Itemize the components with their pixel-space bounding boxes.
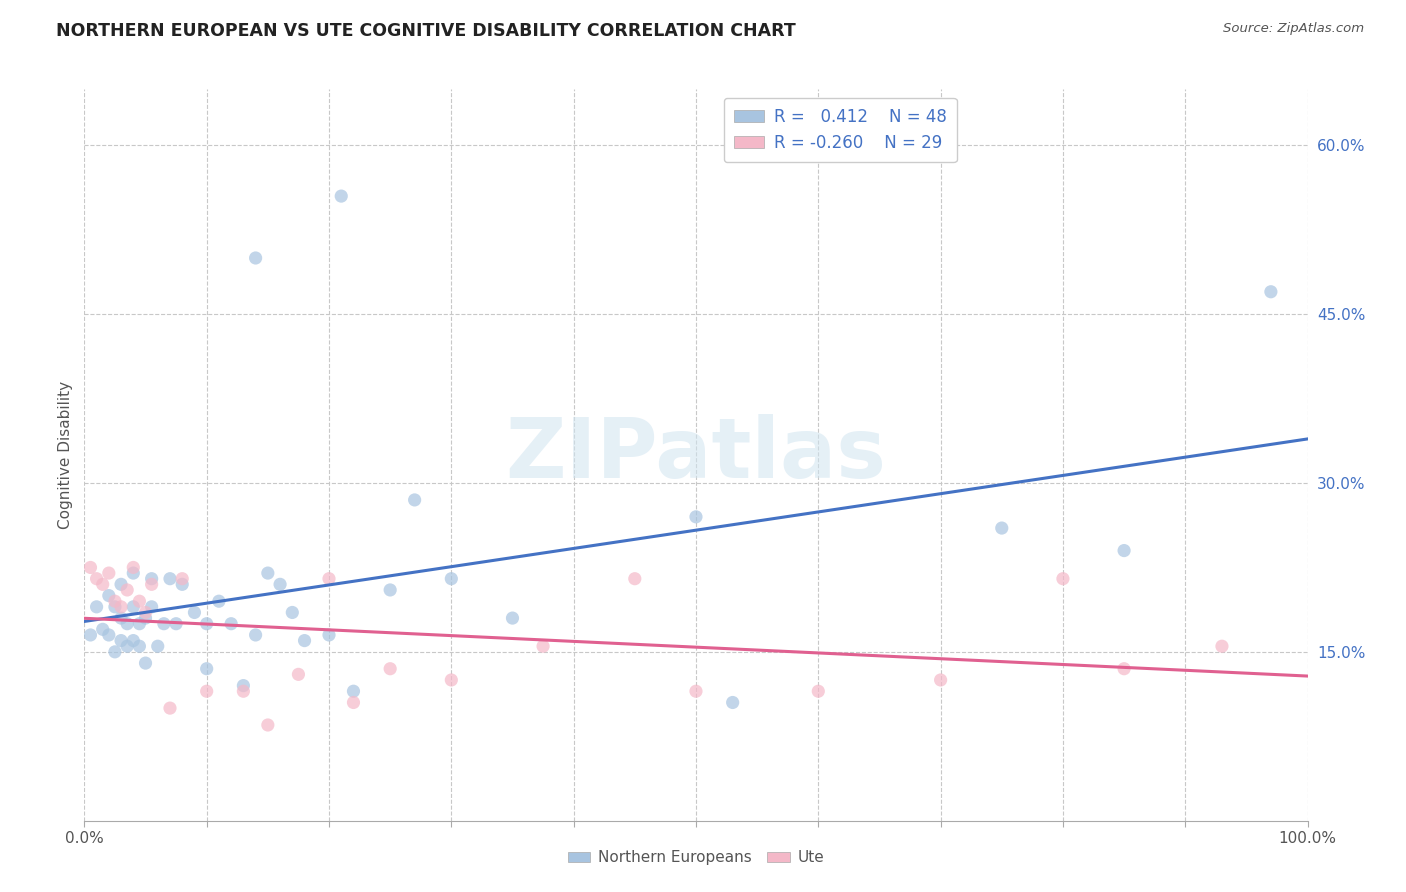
Point <box>404 492 426 507</box>
Point <box>1052 572 1074 586</box>
Point <box>287 667 309 681</box>
Point <box>165 616 187 631</box>
Point <box>342 684 364 698</box>
Point <box>624 572 647 586</box>
Point <box>135 656 157 670</box>
Point <box>97 628 120 642</box>
Point <box>1260 285 1282 299</box>
Point <box>929 673 952 687</box>
Text: ZIPatlas: ZIPatlas <box>506 415 886 495</box>
Point <box>104 645 127 659</box>
Point <box>531 639 554 653</box>
Point <box>122 566 145 580</box>
Point <box>128 594 150 608</box>
Point <box>128 616 150 631</box>
Point <box>104 599 127 614</box>
Point <box>440 673 463 687</box>
Point <box>110 577 132 591</box>
Point <box>991 521 1014 535</box>
Point <box>86 599 108 614</box>
Point <box>172 572 194 586</box>
Point <box>159 572 181 586</box>
Point <box>232 684 254 698</box>
Point <box>502 611 524 625</box>
Point <box>104 594 127 608</box>
Point <box>257 718 280 732</box>
Point <box>1211 639 1233 653</box>
Point <box>122 633 145 648</box>
Point <box>380 662 402 676</box>
Legend: Northern Europeans, Ute: Northern Europeans, Ute <box>561 845 831 871</box>
Point <box>318 628 340 642</box>
Point <box>195 662 218 676</box>
Text: Source: ZipAtlas.com: Source: ZipAtlas.com <box>1223 22 1364 36</box>
Point <box>685 684 707 698</box>
Point <box>110 633 132 648</box>
Point <box>115 639 138 653</box>
Point <box>685 509 707 524</box>
Point <box>97 566 120 580</box>
Point <box>721 696 744 710</box>
Point <box>208 594 231 608</box>
Point <box>219 616 242 631</box>
Point <box>330 189 353 203</box>
Point <box>122 560 145 574</box>
Point <box>269 577 291 591</box>
Point <box>141 572 163 586</box>
Point <box>807 684 830 698</box>
Point <box>135 606 157 620</box>
Point <box>122 599 145 614</box>
Point <box>146 639 169 653</box>
Point <box>245 251 267 265</box>
Point <box>110 599 132 614</box>
Point <box>91 577 114 591</box>
Y-axis label: Cognitive Disability: Cognitive Disability <box>58 381 73 529</box>
Text: NORTHERN EUROPEAN VS UTE COGNITIVE DISABILITY CORRELATION CHART: NORTHERN EUROPEAN VS UTE COGNITIVE DISAB… <box>56 22 796 40</box>
Point <box>159 701 181 715</box>
Point <box>342 696 364 710</box>
Point <box>135 611 157 625</box>
Point <box>183 606 205 620</box>
Point <box>440 572 463 586</box>
Point <box>1114 543 1136 558</box>
Point <box>97 589 120 603</box>
Point <box>86 572 108 586</box>
Point <box>281 606 304 620</box>
Point <box>318 572 340 586</box>
Point <box>172 577 194 591</box>
Point <box>294 633 316 648</box>
Point <box>115 616 138 631</box>
Point <box>128 639 150 653</box>
Point <box>245 628 267 642</box>
Point <box>232 679 254 693</box>
Point <box>141 577 163 591</box>
Point <box>141 599 163 614</box>
Point <box>195 684 218 698</box>
Point <box>79 628 101 642</box>
Point <box>115 582 138 597</box>
Point <box>153 616 176 631</box>
Point <box>91 623 114 637</box>
Point <box>195 616 218 631</box>
Point <box>1114 662 1136 676</box>
Point <box>380 582 402 597</box>
Point <box>257 566 280 580</box>
Point <box>110 611 132 625</box>
Point <box>79 560 101 574</box>
